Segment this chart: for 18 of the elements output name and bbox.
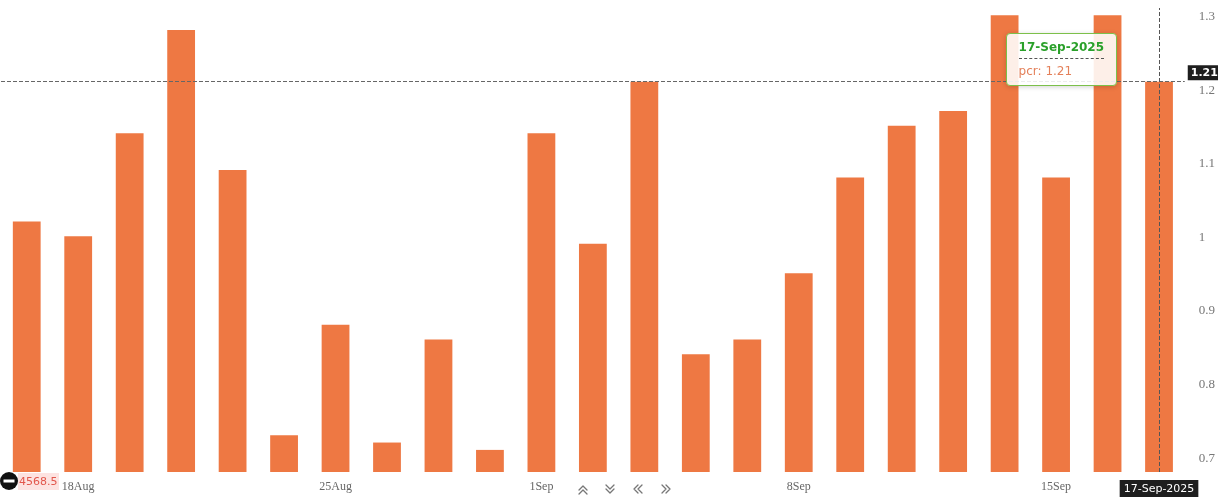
y-tick-label: 1.1 [1198,155,1215,171]
y-tick-label: 0.7 [1198,449,1216,465]
ref-line-label: 1.21 [1190,66,1218,80]
y-tick-label: 1.3 [1198,7,1215,23]
y-tick-label: 1.2 [1198,81,1215,97]
x-tick-label: 17-Sep-2025 [1123,482,1195,495]
x-tick-label: 18Aug [61,479,95,493]
tooltip: 17-Sep-2025 pcr: 1.21 [1005,32,1118,86]
annotation: 17-Sep-2025 [1018,39,1105,59]
annotation: pcr: 1.21 [1018,63,1074,78]
y-tick-label: 0.9 [1198,302,1215,318]
x-tick-label: 15Sep [1041,479,1072,493]
x-tick-label: 8Sep [786,479,811,493]
y-tick-label: 1 [1198,228,1206,244]
text: 4568.5 [18,473,59,490]
x-tick-label: 1Sep [529,479,554,493]
x-tick-label: 25Aug [319,479,352,493]
y-tick-label: 0.8 [1198,376,1215,392]
